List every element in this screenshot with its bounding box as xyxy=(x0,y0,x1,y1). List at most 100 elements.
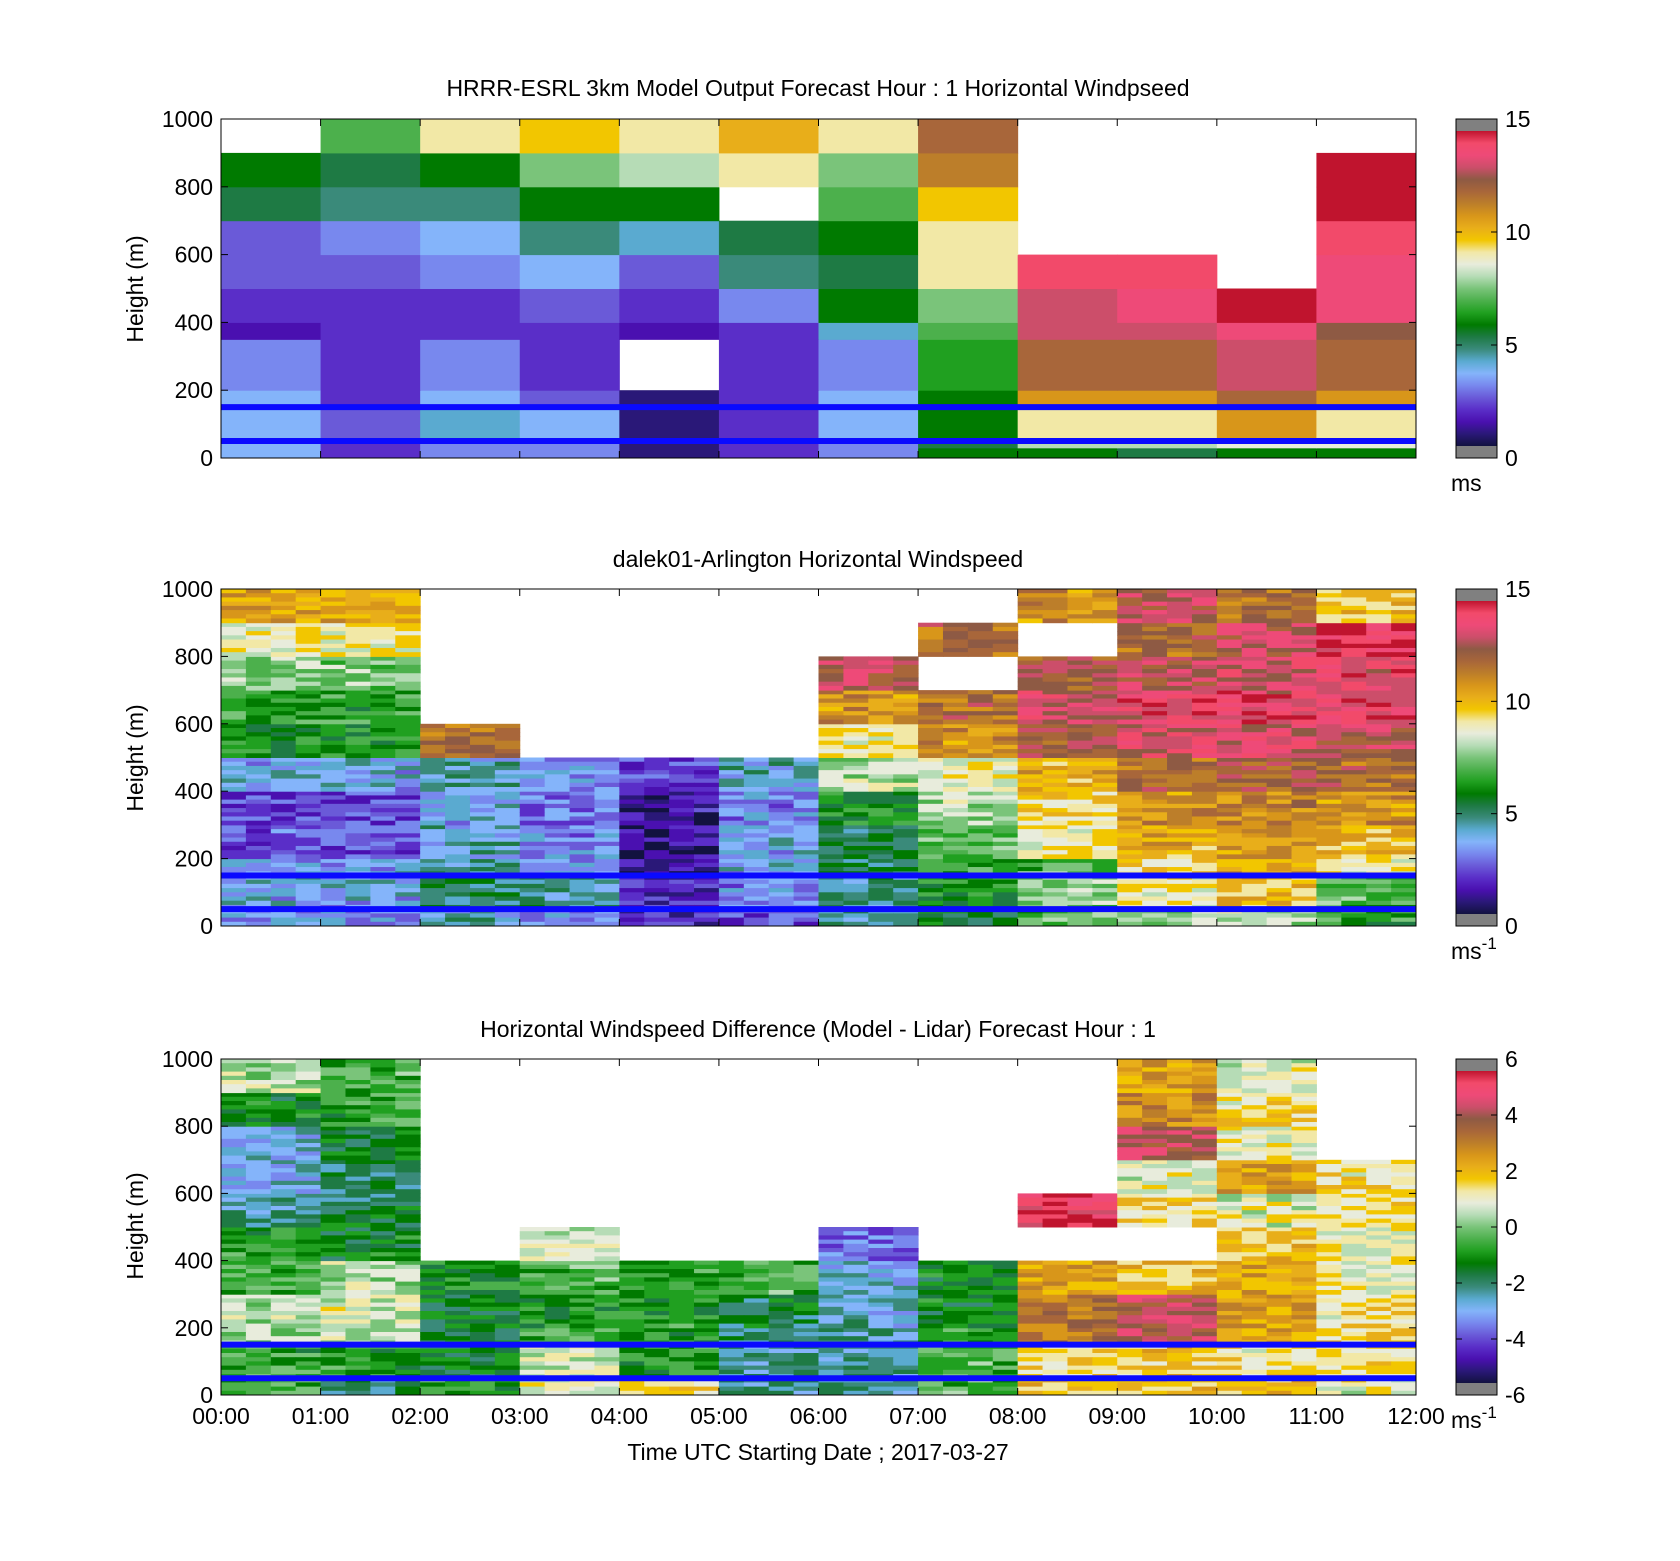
heatmap-cell xyxy=(494,1323,521,1329)
heatmap-cell xyxy=(420,1298,446,1304)
heatmap-cell xyxy=(245,690,272,695)
heatmap-cell xyxy=(295,685,322,691)
heatmap-cell xyxy=(718,761,745,767)
heatmap-cell xyxy=(1191,694,1218,700)
heatmap-cell xyxy=(669,1306,695,1312)
heatmap-cell xyxy=(320,690,346,695)
heatmap-cell xyxy=(420,1294,446,1299)
heatmap-cell xyxy=(1391,673,1417,678)
heatmap-cell xyxy=(1341,1353,1367,1358)
heatmap-cell xyxy=(1366,652,1392,657)
heatmap-cell xyxy=(694,845,720,851)
heatmap-cell xyxy=(992,824,1019,830)
heatmap-cell xyxy=(1216,597,1243,603)
heatmap-cell xyxy=(270,770,297,775)
heatmap-cell xyxy=(1042,614,1068,619)
heatmap-cell xyxy=(1017,1294,1044,1299)
heatmap-cell xyxy=(469,1365,496,1371)
heatmap-cell xyxy=(1017,441,1118,449)
heatmap-cell xyxy=(942,1315,969,1320)
heatmap-cell xyxy=(1191,770,1218,775)
heatmap-cell xyxy=(370,829,396,834)
heatmap-cell xyxy=(1142,761,1168,767)
heatmap-cell xyxy=(967,879,994,885)
heatmap-cell xyxy=(1142,795,1168,801)
heatmap-cell xyxy=(669,1269,695,1274)
heatmap-cell xyxy=(569,824,595,830)
heatmap-cell xyxy=(644,1311,670,1316)
heatmap-cell xyxy=(594,1348,620,1354)
heatmap-cell xyxy=(718,1382,745,1388)
heatmap-cell xyxy=(893,858,919,864)
heatmap-cell xyxy=(1341,1332,1367,1337)
heatmap-cell xyxy=(893,1294,919,1299)
heatmap-cell xyxy=(1366,757,1392,763)
heatmap-cell xyxy=(345,761,371,767)
heatmap-cell xyxy=(1316,706,1342,712)
heatmap-cell xyxy=(918,1327,944,1333)
heatmap-cell xyxy=(1191,820,1218,826)
heatmap-cell xyxy=(843,1306,869,1312)
heatmap-cell xyxy=(1366,589,1392,594)
heatmap-cell xyxy=(395,1348,421,1354)
heatmap-cell xyxy=(1191,744,1218,750)
heatmap-cell xyxy=(1092,1390,1118,1396)
heatmap-cell xyxy=(345,1269,371,1274)
heatmap-cell xyxy=(868,1382,894,1388)
heatmap-cell xyxy=(942,744,969,750)
heatmap-cell xyxy=(1241,833,1268,839)
heatmap-cell xyxy=(395,1365,421,1371)
heatmap-cell xyxy=(1216,690,1243,695)
heatmap-cell xyxy=(1092,1306,1118,1312)
heatmap-cell xyxy=(818,770,844,775)
heatmap-cell xyxy=(793,1390,819,1396)
heatmap-cell xyxy=(793,816,819,822)
heatmap-cell xyxy=(918,1277,944,1283)
heatmap-cell xyxy=(395,660,421,666)
heatmap-cell xyxy=(718,1361,745,1367)
heatmap-cell xyxy=(345,917,371,923)
heatmap-cell xyxy=(1291,795,1317,801)
heatmap-cell xyxy=(270,652,297,657)
heatmap-cell xyxy=(868,883,894,889)
heatmap-cell xyxy=(1266,1260,1293,1266)
heatmap-cell xyxy=(992,1323,1019,1329)
heatmap-cell xyxy=(569,1294,595,1299)
heatmap-cell xyxy=(395,719,421,725)
heatmap-cell xyxy=(569,858,595,864)
heatmap-cell xyxy=(843,1273,869,1278)
colorbar-tick-label: 0 xyxy=(1505,445,1518,471)
heatmap-cell xyxy=(1191,656,1218,662)
heatmap-cell xyxy=(1092,681,1118,687)
heatmap-cell xyxy=(245,883,272,889)
heatmap-cell xyxy=(420,254,521,289)
heatmap-cell xyxy=(1167,593,1193,598)
colorbar-gradient xyxy=(1456,601,1497,914)
heatmap-cell xyxy=(818,1298,844,1304)
heatmap-cell xyxy=(370,656,396,662)
y-tick-label: 600 xyxy=(175,711,213,737)
heatmap-cell xyxy=(1142,749,1168,754)
heatmap-cell xyxy=(893,892,919,898)
heatmap-cell xyxy=(1142,1273,1168,1278)
heatmap-cell xyxy=(942,824,969,830)
heatmap-cell xyxy=(1017,862,1044,868)
heatmap-cell xyxy=(768,1302,795,1308)
heatmap-cell xyxy=(967,1298,994,1304)
heatmap-cell xyxy=(320,921,346,927)
heatmap-cell xyxy=(594,1319,620,1325)
heatmap-cell xyxy=(320,706,346,712)
heatmap-cell xyxy=(1117,631,1143,636)
heatmap-cell xyxy=(644,770,670,775)
heatmap-cell xyxy=(420,1365,446,1371)
heatmap-cell xyxy=(743,854,770,860)
heatmap-cell xyxy=(445,1298,471,1304)
heatmap-cell xyxy=(295,761,322,767)
heatmap-cell xyxy=(818,858,844,864)
heatmap-cell xyxy=(619,186,720,222)
heatmap-cell xyxy=(270,690,297,695)
heatmap-cell xyxy=(1142,786,1168,792)
heatmap-cell xyxy=(1366,892,1392,898)
heatmap-cell xyxy=(918,786,944,792)
heatmap-cell xyxy=(1266,1315,1293,1320)
